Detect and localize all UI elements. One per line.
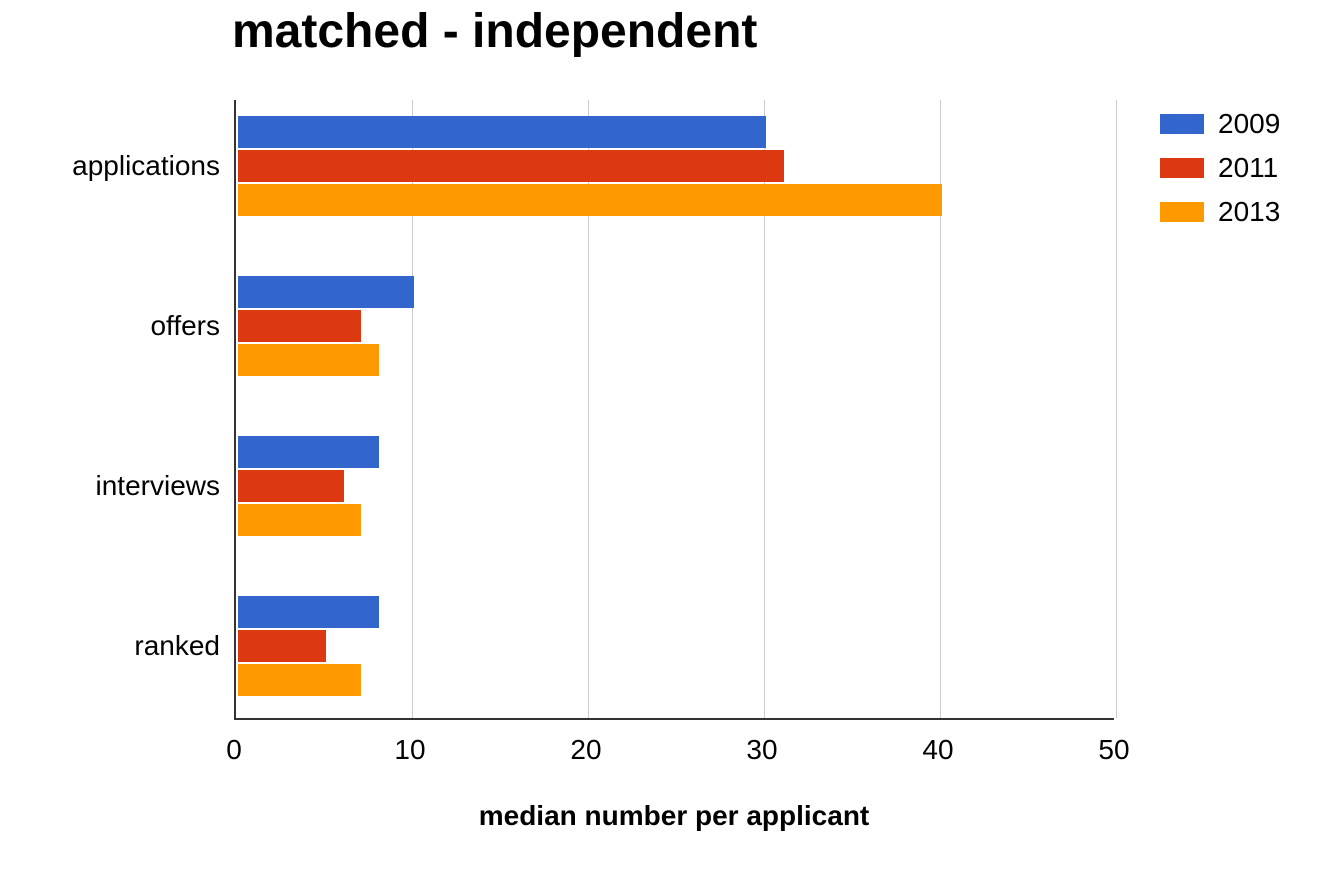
x-tick-label: 50 (1084, 734, 1144, 766)
bar (238, 436, 379, 468)
bar (238, 470, 344, 502)
legend-swatch (1160, 114, 1204, 134)
y-tick-label: ranked (0, 630, 220, 662)
y-tick-label: interviews (0, 470, 220, 502)
bar (238, 630, 326, 662)
x-axis-title: median number per applicant (234, 800, 1114, 832)
bar (238, 184, 942, 216)
y-tick-label: applications (0, 150, 220, 182)
chart-container: matched - independent applications offers… (0, 0, 1326, 876)
bar (238, 150, 784, 182)
legend-item: 2013 (1160, 196, 1280, 228)
bar (238, 664, 361, 696)
legend-item: 2009 (1160, 108, 1280, 140)
gridline (1116, 100, 1117, 718)
bar (238, 504, 361, 536)
chart-title: matched - independent (232, 4, 757, 59)
legend: 2009 2011 2013 (1160, 108, 1280, 240)
x-tick-label: 0 (204, 734, 264, 766)
x-tick-label: 40 (908, 734, 968, 766)
legend-label: 2013 (1218, 196, 1280, 228)
x-tick-label: 20 (556, 734, 616, 766)
x-tick-label: 30 (732, 734, 792, 766)
bar (238, 344, 379, 376)
legend-swatch (1160, 202, 1204, 222)
legend-item: 2011 (1160, 152, 1280, 184)
y-tick-label: offers (0, 310, 220, 342)
bar (238, 596, 379, 628)
bar (238, 116, 766, 148)
legend-label: 2009 (1218, 108, 1280, 140)
bar (238, 276, 414, 308)
x-tick-label: 10 (380, 734, 440, 766)
plot-area (234, 100, 1114, 720)
legend-swatch (1160, 158, 1204, 178)
bar (238, 310, 361, 342)
legend-label: 2011 (1218, 152, 1278, 184)
